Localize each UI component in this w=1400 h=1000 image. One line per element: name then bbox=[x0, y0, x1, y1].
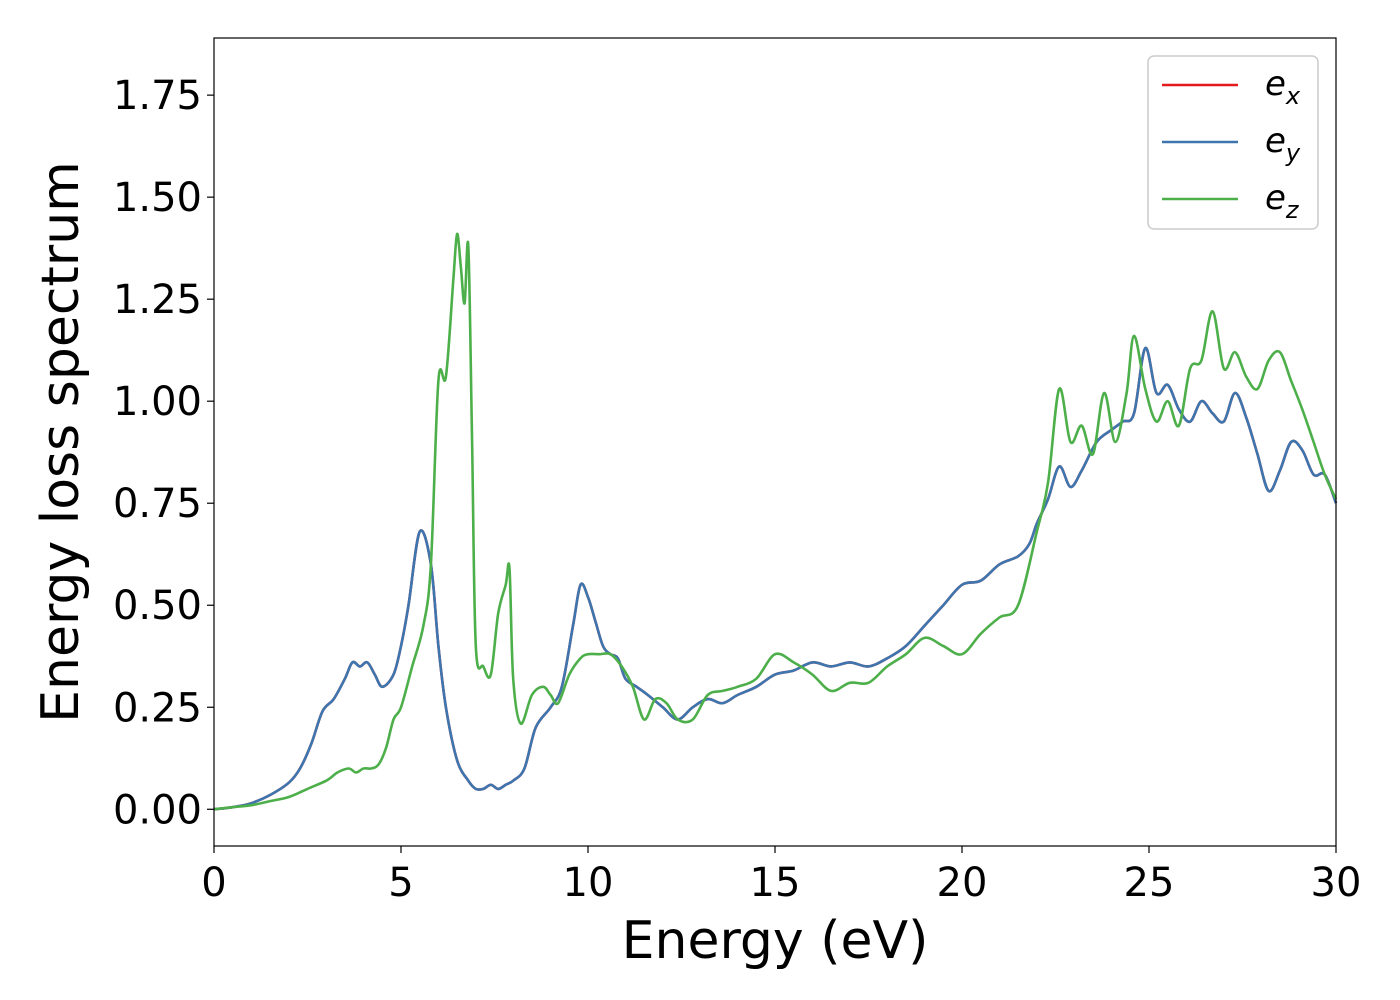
y-tick-label: 0.00 bbox=[113, 787, 202, 833]
y-tick-label: 0.50 bbox=[113, 583, 202, 629]
y-tick-label: 1.50 bbox=[113, 175, 202, 221]
y-tick-label: 0.75 bbox=[113, 481, 202, 527]
x-tick-label: 5 bbox=[388, 860, 413, 906]
y-axis-ticks: 0.00 0.25 0.50 0.75 1.00 1.25 1.50 1.75 bbox=[113, 73, 214, 833]
x-tick-label: 0 bbox=[201, 860, 226, 906]
y-tick-label: 1.25 bbox=[113, 277, 202, 323]
x-axis-label: Energy (eV) bbox=[622, 911, 929, 971]
series-line-z bbox=[213, 232, 1338, 811]
y-axis-label: Energy loss spectrum bbox=[31, 161, 91, 723]
x-tick-label: 20 bbox=[937, 860, 988, 906]
series-layer bbox=[213, 232, 1338, 811]
x-tick-label: 25 bbox=[1124, 860, 1175, 906]
x-tick-label: 15 bbox=[750, 860, 801, 906]
x-tick-label: 30 bbox=[1311, 860, 1362, 906]
legend-label-y: ey bbox=[1265, 121, 1301, 167]
x-tick-label: 10 bbox=[563, 860, 614, 906]
y-tick-label: 0.25 bbox=[113, 685, 202, 731]
y-tick-label: 1.75 bbox=[113, 73, 202, 119]
x-axis-ticks: 0 5 10 15 20 25 30 bbox=[201, 846, 1361, 906]
y-tick-label: 1.00 bbox=[113, 379, 202, 425]
series-line-y bbox=[213, 346, 1338, 811]
